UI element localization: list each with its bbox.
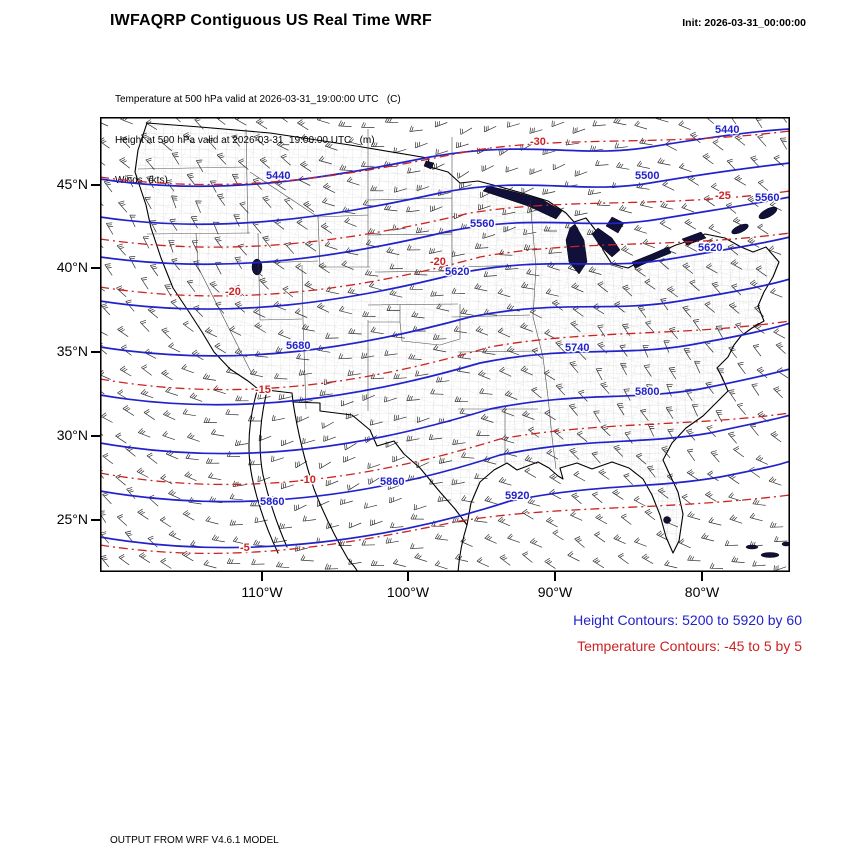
state-borders	[137, 128, 557, 470]
temperature-contours	[99, 130, 791, 554]
model-version-line: OUTPUT FROM WRF V4.6.1 MODEL	[110, 835, 279, 846]
lat-axis-label: 25°N	[56, 511, 88, 527]
height-contour-label: 5800	[635, 386, 659, 398]
lon-axis-label: 110°W	[241, 584, 283, 600]
great-lakes	[251, 160, 791, 558]
temperature-contour-legend: Temperature Contours: -45 to 5 by 5	[577, 638, 802, 654]
height-contour-labels: 5440 5440 5500 5560 5560 5620 5620 5680 5740 5800…	[259, 123, 781, 510]
lat-axis-tick	[91, 267, 100, 269]
lon-axis-tick	[701, 572, 703, 581]
height-contour-label: 5500	[635, 170, 659, 182]
lat-axis-tick	[91, 435, 100, 437]
lake-superior	[482, 185, 563, 220]
lon-axis-label: 90°W	[537, 584, 573, 600]
temperature-contour-label: -10	[300, 474, 316, 486]
height-contours	[99, 128, 791, 549]
height-contour-label: 5620	[698, 242, 722, 254]
lat-axis-tick	[91, 184, 100, 186]
temperature-field-label: Temperature at 500 hPa valid at 2026-03-…	[115, 94, 401, 105]
lake-okeechobee	[663, 516, 671, 524]
page-title: IWFAQRP Contiguous US Real Time WRF	[110, 12, 432, 29]
lon-axis-tick	[554, 572, 556, 581]
temperature-contour-label: -20	[225, 286, 241, 298]
temperature-contour-labels: -30 -25 -20 -20 -15 -10 -5	[224, 135, 733, 556]
mexico-coastline	[248, 390, 468, 573]
lat-axis-label: 45°N	[56, 176, 88, 192]
height-contour-label: 5620	[445, 266, 469, 278]
st-lawrence-river	[731, 223, 749, 235]
great-salt-lake	[251, 258, 263, 276]
lake-of-the-woods	[423, 160, 435, 170]
height-contour-legend: Height Contours: 5200 to 5920 by 60	[573, 612, 802, 628]
height-contour-label: 5740	[565, 342, 589, 354]
lat-axis-label: 35°N	[56, 343, 88, 359]
height-contour-label: 5440	[715, 124, 739, 136]
georgian-bay	[605, 216, 625, 234]
lat-axis-tick	[91, 519, 100, 521]
temperature-contour-label: -25	[715, 190, 731, 202]
cuba-coast	[760, 552, 780, 558]
lat-axis-tick	[91, 351, 100, 353]
init-timestamp: Init: 2026-03-31_00:00:00	[682, 17, 806, 29]
temperature-contour-label: -5	[240, 542, 250, 554]
map-area: 5440 5440 5500 5560 5560 5620 5620 5680 5740 5800…	[93, 110, 791, 573]
map-frame	[99, 116, 791, 573]
height-contour-label: 5860	[260, 496, 284, 508]
lat-axis-label: 30°N	[56, 427, 88, 443]
map-canvas: 5440 5440 5500 5560 5560 5620 5620 5680 5740 5800…	[93, 110, 791, 573]
lake-huron	[591, 227, 621, 258]
height-contour-label: 5860	[380, 476, 404, 488]
height-contour-label: 5920	[505, 490, 529, 502]
bahamas-island	[745, 544, 759, 550]
lon-axis-tick	[407, 572, 409, 581]
temperature-contour-label: -20	[430, 256, 446, 268]
lat-axis-label: 40°N	[56, 259, 88, 275]
lake-michigan	[565, 223, 588, 275]
gulf-of-st-lawrence	[758, 206, 778, 220]
height-contour-label: 5560	[755, 192, 779, 204]
lon-axis-tick	[261, 572, 263, 581]
model-info: OUTPUT FROM WRF V4.6.1 MODEL WE = 580 ; …	[110, 808, 503, 850]
height-contour-label: 5560	[470, 218, 494, 230]
temperature-contour-label: -30	[530, 136, 546, 148]
lon-axis-label: 100°W	[386, 584, 430, 600]
temperature-contour-label: -15	[255, 384, 271, 396]
lon-axis-label: 80°W	[684, 584, 720, 600]
height-contour-label: 5680	[286, 340, 310, 352]
height-contour-label: 5440	[266, 170, 290, 182]
